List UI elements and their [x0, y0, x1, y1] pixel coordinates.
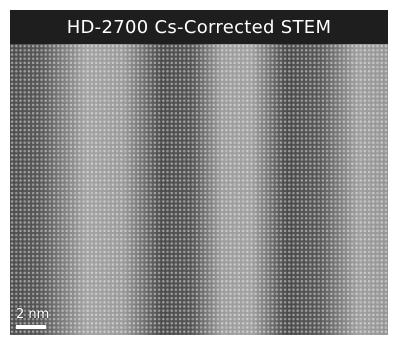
scale-bar: 2 nm: [16, 308, 49, 329]
stem-lattice-image: [10, 44, 388, 335]
scale-bar-line: [16, 325, 46, 329]
figure-title: HD-2700 Cs-Corrected STEM: [66, 16, 332, 38]
title-banner: HD-2700 Cs-Corrected STEM: [10, 10, 388, 44]
scale-bar-label: 2 nm: [16, 307, 50, 322]
stem-figure: HD-2700 Cs-Corrected STEM: [10, 10, 388, 335]
lattice-texture: [10, 44, 388, 335]
